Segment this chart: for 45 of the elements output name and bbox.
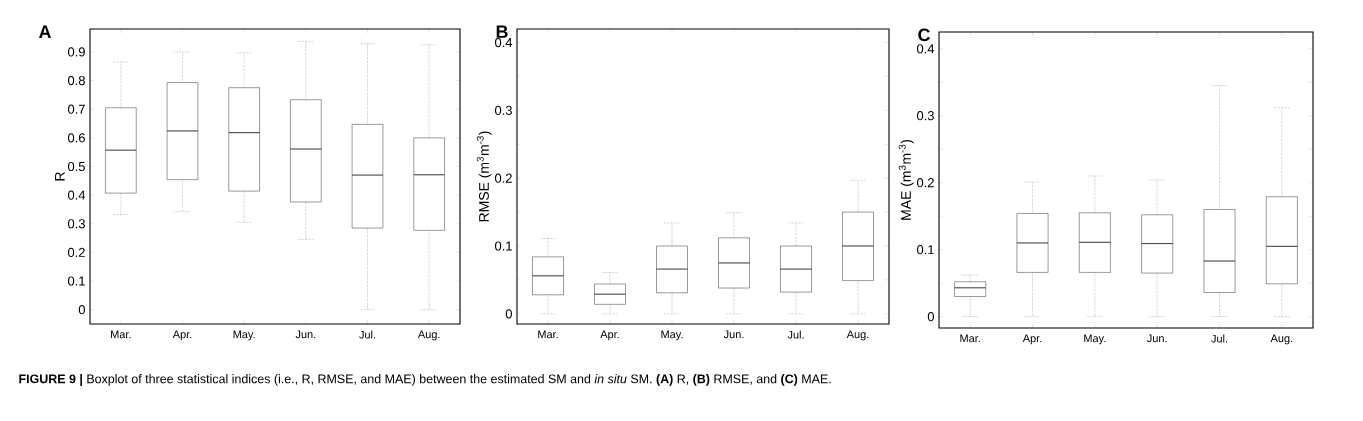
x-tick-label: Apr. <box>172 330 192 341</box>
x-tick-label: Jul. <box>1211 334 1228 343</box>
y-tick-label: 0.2 <box>67 247 85 257</box>
y-tick-label: 0.9 <box>67 47 85 57</box>
x-tick-label: Apr. <box>1022 334 1042 345</box>
x-tick-label: Mar. <box>538 330 558 339</box>
x-tick-label: May. <box>1084 334 1106 345</box>
y-tick-label: 0 <box>78 305 85 315</box>
y-tick-label: 0.2 <box>494 173 512 183</box>
x-tick-label: Jun. <box>1146 334 1167 343</box>
x-tick-label: Mar. <box>111 330 131 339</box>
text: FIGURE 9 | Boxplot of three statistical indices (i.e., R, RMSE, and MAE) between the estimated SM and in situ SM. (A) R, (B) RMSE, and (C) MAE. <box>19 374 831 386</box>
y-tick-label: 0 <box>927 312 934 322</box>
y-tick-label: 0.4 <box>916 44 935 54</box>
y-tick-label: 0 <box>505 309 512 319</box>
x-tick-label: May. <box>233 330 255 341</box>
chart-title: C <box>918 28 931 42</box>
x-tick-label: Jul. <box>787 330 804 339</box>
y-tick-label: 0.6 <box>67 133 85 143</box>
x-tick-label: Aug. <box>417 330 440 341</box>
y-tick-label: 0.3 <box>67 219 85 229</box>
y-tick-label: 0.7 <box>67 104 85 114</box>
x-tick-label: Jun. <box>723 330 744 339</box>
y-tick-label: 0.4 <box>67 190 86 200</box>
x-tick-label: Apr. <box>600 330 619 341</box>
y-axis-title: RMSE (m$^{3}$m$^{-3}$) <box>476 131 492 222</box>
y-tick-label: 0.8 <box>67 75 85 86</box>
y-tick-label: 0.1 <box>67 276 85 286</box>
x-tick-label: May. <box>661 330 683 341</box>
x-tick-label: Aug. <box>846 330 869 341</box>
x-tick-label: Mar. <box>960 334 980 343</box>
y-tick-label: 0.1 <box>494 241 512 251</box>
chart-title: B <box>496 25 508 38</box>
y-axis-title: R <box>55 172 65 181</box>
y-tick-label: 0.5 <box>67 161 85 172</box>
x-tick-label: Jun. <box>295 330 316 339</box>
y-tick-label: 0.2 <box>916 178 934 188</box>
y-tick-label: 0.3 <box>916 111 934 121</box>
y-tick-label: 0.1 <box>916 245 934 255</box>
x-tick-label: Aug. <box>1270 334 1293 345</box>
x-tick-label: Jul. <box>359 330 376 339</box>
y-tick-label: 0.4 <box>494 37 513 48</box>
chart-title: A <box>38 25 52 38</box>
y-tick-label: 0.3 <box>494 105 512 115</box>
y-axis-title: MAE (m$^{3}$m$^{-3}$) <box>898 139 914 220</box>
